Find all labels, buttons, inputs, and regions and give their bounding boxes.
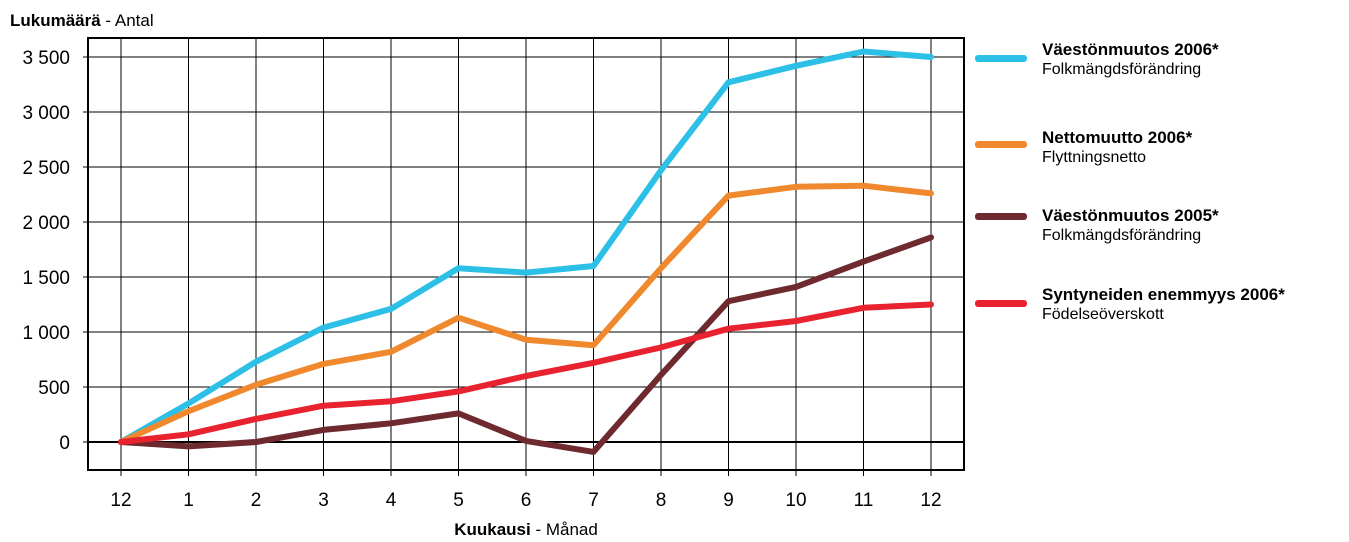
legend-series-name: Nettomuutto 2006* [1042,128,1193,147]
series-line-1 [118,182,934,445]
y-tick-label: 2 000 [22,213,70,234]
x-tick-label: 11 [854,490,874,511]
y-tick-labels: 0 500 1 000 1 500 2 000 2 500 3 000 3 500 [22,48,88,454]
legend-series-subname: Flyttningsnetto [1042,149,1147,166]
legend-series-subname: Folkmängdsförändring [1042,61,1202,78]
legend-swatch [975,300,1027,307]
x-tick-label: 9 [723,490,734,511]
legend-series-subname: Födelseöverskott [1042,306,1164,323]
y-tick-label: 3 500 [22,48,70,69]
y-tick-label: 3 000 [22,103,70,124]
y-tick-label: 1 000 [22,323,70,344]
y-axis-title: Lukumäärä - Antal [10,11,154,30]
x-tick-labels: 12 1 2 3 4 5 6 7 8 9 10 11 12 [110,470,942,511]
x-tick-label: 7 [588,490,599,511]
legend-swatch [975,213,1027,220]
series-line-3 [118,301,934,445]
legend-swatch [975,55,1027,62]
legend-swatch [975,141,1027,148]
y-tick-label: 0 [59,433,70,454]
legend-series-name: Väestönmuutos 2005* [1042,206,1219,225]
series-line-2 [118,234,934,455]
legend-series-subname: Folkmängdsförändring [1042,227,1202,244]
series-line-0 [118,48,934,445]
x-tick-label: 4 [386,490,397,511]
x-axis-title: Kuukausi - Månad [454,520,598,539]
x-tick-label: 2 [251,490,262,511]
x-tick-label: 10 [785,490,806,511]
x-tick-label: 1 [183,490,194,511]
legend: Väestönmuutos 2006* Folkmängdsförändring… [970,0,1349,542]
x-tick-label: 12 [110,490,131,511]
x-tick-label: 6 [521,490,532,511]
x-tick-label: 5 [453,490,464,511]
y-tick-label: 2 500 [22,158,70,179]
legend-series-name: Syntyneiden enemmyys 2006* [1042,285,1285,304]
legend-series-name: Väestönmuutos 2006* [1042,40,1219,59]
x-tick-label: 8 [656,490,667,511]
y-tick-label: 1 500 [22,268,70,289]
x-tick-label: 12 [920,490,941,511]
x-tick-label: 3 [318,490,329,511]
y-tick-label: 500 [38,378,70,399]
grid [88,38,964,470]
series-lines [118,48,934,455]
